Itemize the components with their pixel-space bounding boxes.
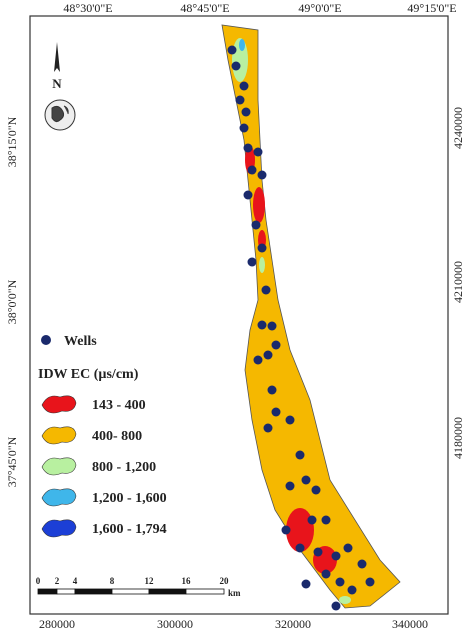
globe-land	[51, 105, 69, 123]
well	[263, 423, 273, 433]
zone	[259, 257, 265, 273]
well	[365, 577, 375, 587]
well	[257, 243, 267, 253]
well	[257, 170, 267, 180]
right-label: 4180000	[451, 417, 465, 459]
well	[253, 147, 263, 157]
left-label: 38°15'0"N	[5, 116, 19, 167]
well	[313, 547, 323, 557]
legend-title: IDW EC (µs/cm)	[38, 367, 139, 382]
wells	[227, 45, 375, 611]
scale-segment	[185, 588, 225, 595]
legend-label: 1,200 - 1,600	[92, 491, 167, 506]
well	[231, 61, 241, 71]
well	[247, 165, 257, 175]
top-label: 49°15'0"E	[407, 1, 456, 15]
scale-unit: km	[228, 588, 241, 598]
legend-label: 143 - 400	[92, 398, 146, 413]
well	[307, 515, 317, 525]
well	[253, 355, 263, 365]
north-label: N	[52, 76, 62, 91]
scale-label: 20	[220, 576, 230, 586]
scale-segment	[74, 588, 113, 595]
scale-bar: 0 2 4 8 12 16 20 km	[36, 576, 241, 598]
legend-label: 1,600 - 1,794	[92, 522, 167, 537]
well	[357, 559, 367, 569]
well	[251, 220, 261, 230]
well	[281, 525, 291, 535]
well	[335, 577, 345, 587]
scale-segment	[148, 588, 187, 595]
well	[285, 415, 295, 425]
scale-label: 0	[36, 576, 41, 586]
well	[321, 569, 331, 579]
right-label: 4210000	[451, 261, 465, 303]
top-label: 49°0'0"E	[298, 1, 341, 15]
scale-label: 8	[110, 576, 115, 586]
graticule: 48°30'0"E 48°45'0"E 49°0'0"E 49°15'0"E 28000…	[5, 1, 465, 631]
legend-swatch	[41, 519, 77, 538]
legend-swatch	[41, 457, 77, 476]
scale-segment	[37, 588, 58, 595]
well	[239, 123, 249, 133]
well	[263, 350, 273, 360]
well	[243, 190, 253, 200]
bottom-label: 320000	[275, 617, 311, 631]
well	[285, 481, 295, 491]
left-label: 37°45'0"N	[5, 436, 19, 487]
well	[347, 585, 357, 595]
bottom-label: 300000	[157, 617, 193, 631]
north-arrow	[54, 42, 60, 72]
legend-swatch	[41, 395, 77, 414]
scale-label: 16	[182, 576, 192, 586]
well	[301, 579, 311, 589]
legend-label: 800 - 1,200	[92, 460, 156, 475]
well	[241, 107, 251, 117]
legend: 143 - 400 400- 800 800 - 1,200 1,200 - 1,60…	[41, 395, 167, 538]
well	[227, 45, 237, 55]
zone	[253, 187, 265, 223]
well	[239, 81, 249, 91]
well	[301, 475, 311, 485]
well	[271, 340, 281, 350]
bottom-label: 280000	[39, 617, 75, 631]
scale-label: 2	[55, 576, 60, 586]
top-label: 48°30'0"E	[63, 1, 112, 15]
scale-segment	[111, 588, 150, 595]
well	[235, 95, 245, 105]
well-symbol	[41, 335, 51, 345]
legend-label: Wells	[64, 334, 97, 349]
legend-label: 400- 800	[92, 429, 142, 444]
well	[321, 515, 331, 525]
well	[261, 285, 271, 295]
well	[271, 407, 281, 417]
well	[257, 320, 267, 330]
well	[295, 450, 305, 460]
well	[243, 143, 253, 153]
well	[267, 321, 277, 331]
scale-label: 12	[145, 576, 155, 586]
bottom-label: 340000	[392, 617, 428, 631]
well	[343, 543, 353, 553]
well	[311, 485, 321, 495]
legend-swatch	[41, 426, 77, 445]
zone	[339, 596, 351, 604]
well	[267, 385, 277, 395]
zone	[239, 39, 245, 51]
well	[331, 551, 341, 561]
left-label: 38°0'0"N	[5, 279, 19, 324]
well	[247, 257, 257, 267]
well	[295, 543, 305, 553]
study-area	[221, 24, 401, 609]
scale-segment	[56, 588, 76, 595]
right-label: 4240000	[451, 107, 465, 149]
zone	[286, 508, 314, 552]
scale-label: 4	[73, 576, 78, 586]
well	[331, 601, 341, 611]
legend-swatch	[41, 488, 77, 507]
top-label: 48°45'0"E	[180, 1, 229, 15]
